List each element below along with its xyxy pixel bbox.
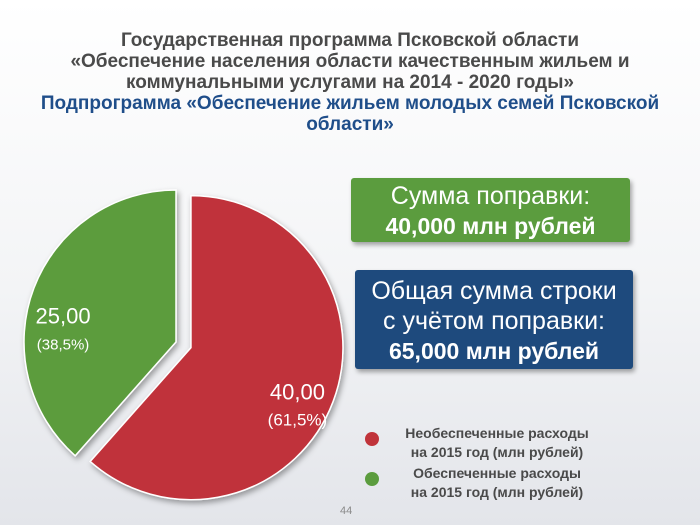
legend-label-secured-line1: Обеспеченные расходы xyxy=(413,465,581,481)
legend-dot-red xyxy=(365,432,379,446)
slice-value-label-0: 40,00 xyxy=(270,380,325,405)
legend-dot-green xyxy=(365,472,379,486)
legend-item-unsecured: Необеспеченные расходы на 2015 год (млн … xyxy=(360,424,620,464)
legend-label-secured: Обеспеченные расходы на 2015 год (млн ру… xyxy=(384,464,610,502)
amendment-sum-box: Сумма поправки: 40,000 млн рублей xyxy=(351,178,630,242)
total-sum-box: Общая сумма строки с учётом поправки: 65… xyxy=(355,270,633,369)
title-line-2: «Обеспечение населения области качествен… xyxy=(70,51,630,72)
title-block: Государственная программа Псковской обла… xyxy=(10,30,690,135)
subtitle-line-2: области» xyxy=(306,114,394,135)
pie-slice-0 xyxy=(89,194,344,501)
legend-label-unsecured: Необеспеченные расходы на 2015 год (млн … xyxy=(384,424,610,462)
legend-label-secured-line2: на 2015 год (млн рублей) xyxy=(410,484,584,500)
legend-item-secured: Обеспеченные расходы на 2015 год (млн ру… xyxy=(360,464,620,504)
slice-percent-label-0: (61,5%) xyxy=(268,411,328,430)
legend-label-unsecured-line1: Необеспеченные расходы xyxy=(405,425,589,441)
slice-percent-label-1: (38,5%) xyxy=(37,337,90,354)
legend-label-unsecured-line2: на 2015 год (млн рублей) xyxy=(410,444,584,460)
title-line-3: коммунальными услугами на 2014 - 2020 го… xyxy=(126,72,574,93)
chart-legend: Необеспеченные расходы на 2015 год (млн … xyxy=(360,424,620,504)
subtitle-line-1: Подпрограмма «Обеспечение жильем молодых… xyxy=(40,93,660,114)
amendment-sum-value: 40,000 млн рублей xyxy=(385,213,596,239)
total-sum-value: 65,000 млн рублей xyxy=(388,338,600,364)
page-number: 44 xyxy=(340,505,353,517)
title-line-1: Государственная программа Псковской обла… xyxy=(120,30,580,51)
slice-value-label-1: 25,00 xyxy=(36,304,91,329)
pie-slice-1 xyxy=(23,189,177,457)
amendment-sum-label: Сумма поправки: xyxy=(390,182,591,210)
total-sum-label-1: Общая сумма строки xyxy=(371,277,617,305)
total-sum-label-2: с учётом поправки: xyxy=(383,307,605,335)
